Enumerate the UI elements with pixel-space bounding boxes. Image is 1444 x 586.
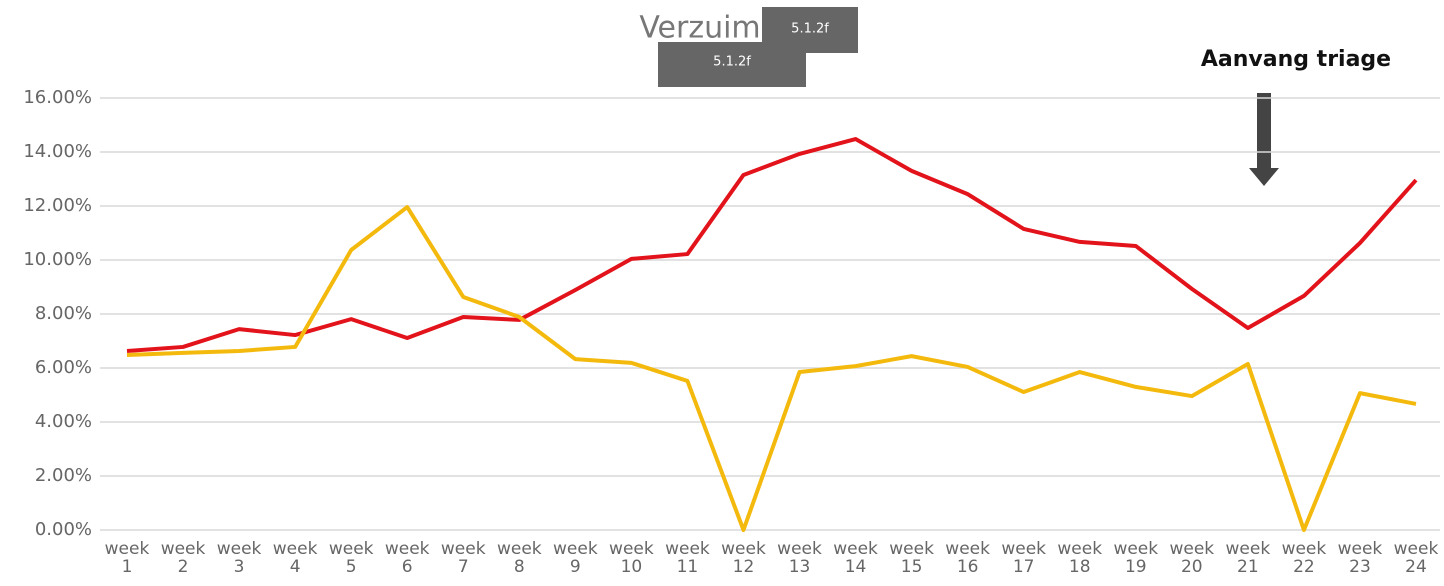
x-tick-label: week 17 bbox=[1001, 539, 1047, 577]
x-tick-label: week 10 bbox=[609, 539, 654, 577]
arrow-head bbox=[1249, 168, 1279, 186]
x-tick-label: week 9 bbox=[553, 539, 598, 577]
x-tick-label: week 23 bbox=[1337, 539, 1383, 577]
x-tick-label: week 11 bbox=[665, 539, 710, 577]
data-line bbox=[126, 205, 1417, 532]
arrow bbox=[1249, 93, 1279, 186]
redaction-box bbox=[658, 42, 806, 87]
y-tick-label: 12.00% bbox=[23, 195, 92, 216]
y-tick-label: 0.00% bbox=[35, 519, 92, 540]
redaction-label: 5.1.2f bbox=[791, 22, 829, 37]
y-tick-label: 16.00% bbox=[23, 87, 92, 108]
x-tick-label: week 20 bbox=[1169, 539, 1215, 577]
x-tick-label: week 2 bbox=[160, 539, 206, 577]
arrow-shaft bbox=[1257, 93, 1271, 168]
x-tick-label: week 5 bbox=[328, 539, 374, 577]
x-tick-label: week 4 bbox=[272, 539, 318, 577]
annotation: Aanvang triage bbox=[1201, 47, 1391, 72]
y-tick-label: 2.00% bbox=[35, 465, 92, 486]
data-line bbox=[126, 137, 1418, 353]
y-tick-label: 6.00% bbox=[35, 357, 92, 378]
x-tick-label: week 7 bbox=[440, 539, 486, 577]
x-tick-label: week 3 bbox=[216, 539, 262, 577]
x-tick-label: week 13 bbox=[777, 539, 822, 577]
redaction-label: 5.1.2f bbox=[713, 55, 751, 70]
x-tick-label: week 21 bbox=[1225, 539, 1271, 577]
y-tick-label: 8.00% bbox=[35, 303, 92, 324]
x-tick-label: week 8 bbox=[496, 539, 542, 577]
y-tick-label: 4.00% bbox=[35, 411, 92, 432]
y-tick-label: 14.00% bbox=[23, 141, 92, 162]
x-tick-label: week 18 bbox=[1057, 539, 1103, 577]
x-tick-label: week 16 bbox=[945, 539, 990, 577]
x-tick-label: week 14 bbox=[833, 539, 878, 577]
x-tick-label: week 15 bbox=[889, 539, 934, 577]
x-tick-label: week 1 bbox=[104, 539, 150, 577]
x-tick-label: week 22 bbox=[1281, 539, 1327, 577]
chart-title: Verzuim bbox=[639, 11, 760, 46]
y-tick-label: 10.00% bbox=[23, 249, 92, 270]
x-tick-label: week 12 bbox=[721, 539, 766, 577]
x-tick-label: week 6 bbox=[384, 539, 430, 577]
x-tick-label: week 19 bbox=[1113, 539, 1159, 577]
x-tick-label: week 24 bbox=[1393, 539, 1439, 577]
